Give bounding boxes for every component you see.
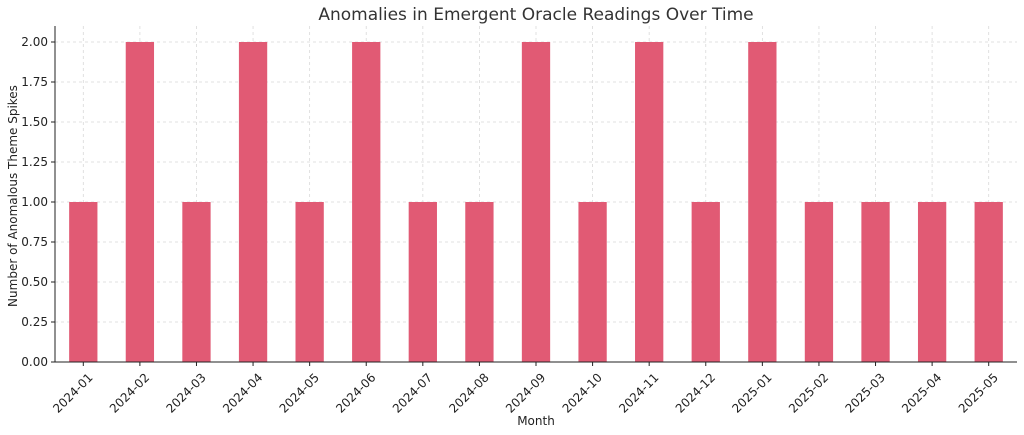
- y-tick-label: 1.75: [21, 75, 48, 89]
- x-tick-label: 2024-09: [503, 370, 548, 415]
- x-tick-label: 2024-06: [333, 370, 378, 415]
- y-tick-label: 1.50: [21, 115, 48, 129]
- x-tick-label: 2024-01: [50, 370, 95, 415]
- x-tick-label: 2024-04: [220, 370, 265, 415]
- bar-2024-11: [635, 42, 664, 362]
- bar-2025-02: [804, 202, 834, 362]
- y-axis-label: Number of Anomalous Theme Spikes: [6, 85, 20, 307]
- x-tick-label: 2025-04: [899, 370, 944, 415]
- axes: [51, 26, 1017, 366]
- y-tick-label: 2.00: [21, 35, 48, 49]
- bar-2024-02: [125, 42, 155, 362]
- bar-2024-08: [465, 202, 494, 362]
- bar-2024-01: [69, 202, 98, 362]
- x-tick-labels: 2024-01 2024-02 2024-03 2024-04 2024-05 2024-…: [50, 370, 1001, 415]
- x-tick-label: 2024-08: [446, 370, 491, 415]
- x-tick-label: 2024-11: [616, 370, 661, 415]
- y-tick-label: 0.00: [21, 355, 48, 369]
- bar-2024-04: [238, 42, 268, 362]
- x-tick-label: 2024-02: [107, 370, 152, 415]
- x-axis-label: Month: [517, 414, 555, 428]
- y-tick-label: 0.50: [21, 275, 48, 289]
- y-tick-label: 1.00: [21, 195, 48, 209]
- y-tick-labels: 0.00 0.25 0.50 0.75 1.00 1.25 1.50 1.75 2.00: [21, 35, 48, 369]
- x-tick-label: 2025-01: [729, 370, 774, 415]
- x-tick-label: 2024-07: [390, 370, 435, 415]
- chart-title: Anomalies in Emergent Oracle Readings Ov…: [318, 5, 753, 25]
- bar-2025-05: [974, 202, 1003, 362]
- bar-2024-12: [691, 202, 720, 362]
- x-tick-label: 2024-10: [560, 370, 605, 415]
- bar-2025-04: [917, 202, 947, 362]
- bar-2025-03: [861, 202, 890, 362]
- bar-2024-06: [352, 42, 381, 362]
- bar-2025-01: [748, 42, 777, 362]
- y-tick-label: 0.25: [21, 315, 48, 329]
- y-tick-label: 0.75: [21, 235, 48, 249]
- bars: [69, 42, 1003, 362]
- x-tick-label: 2025-03: [843, 370, 888, 415]
- bar-2024-10: [578, 202, 607, 362]
- y-tick-label: 1.25: [21, 155, 48, 169]
- bar-2024-05: [295, 202, 324, 362]
- bar-2024-07: [408, 202, 437, 362]
- x-tick-label: 2024-12: [673, 370, 718, 415]
- x-tick-label: 2024-03: [163, 370, 208, 415]
- x-tick-label: 2025-05: [956, 370, 1001, 415]
- bar-2024-03: [182, 202, 211, 362]
- bar-2024-09: [521, 42, 551, 362]
- x-tick-label: 2025-02: [786, 370, 831, 415]
- x-tick-label: 2024-05: [277, 370, 322, 415]
